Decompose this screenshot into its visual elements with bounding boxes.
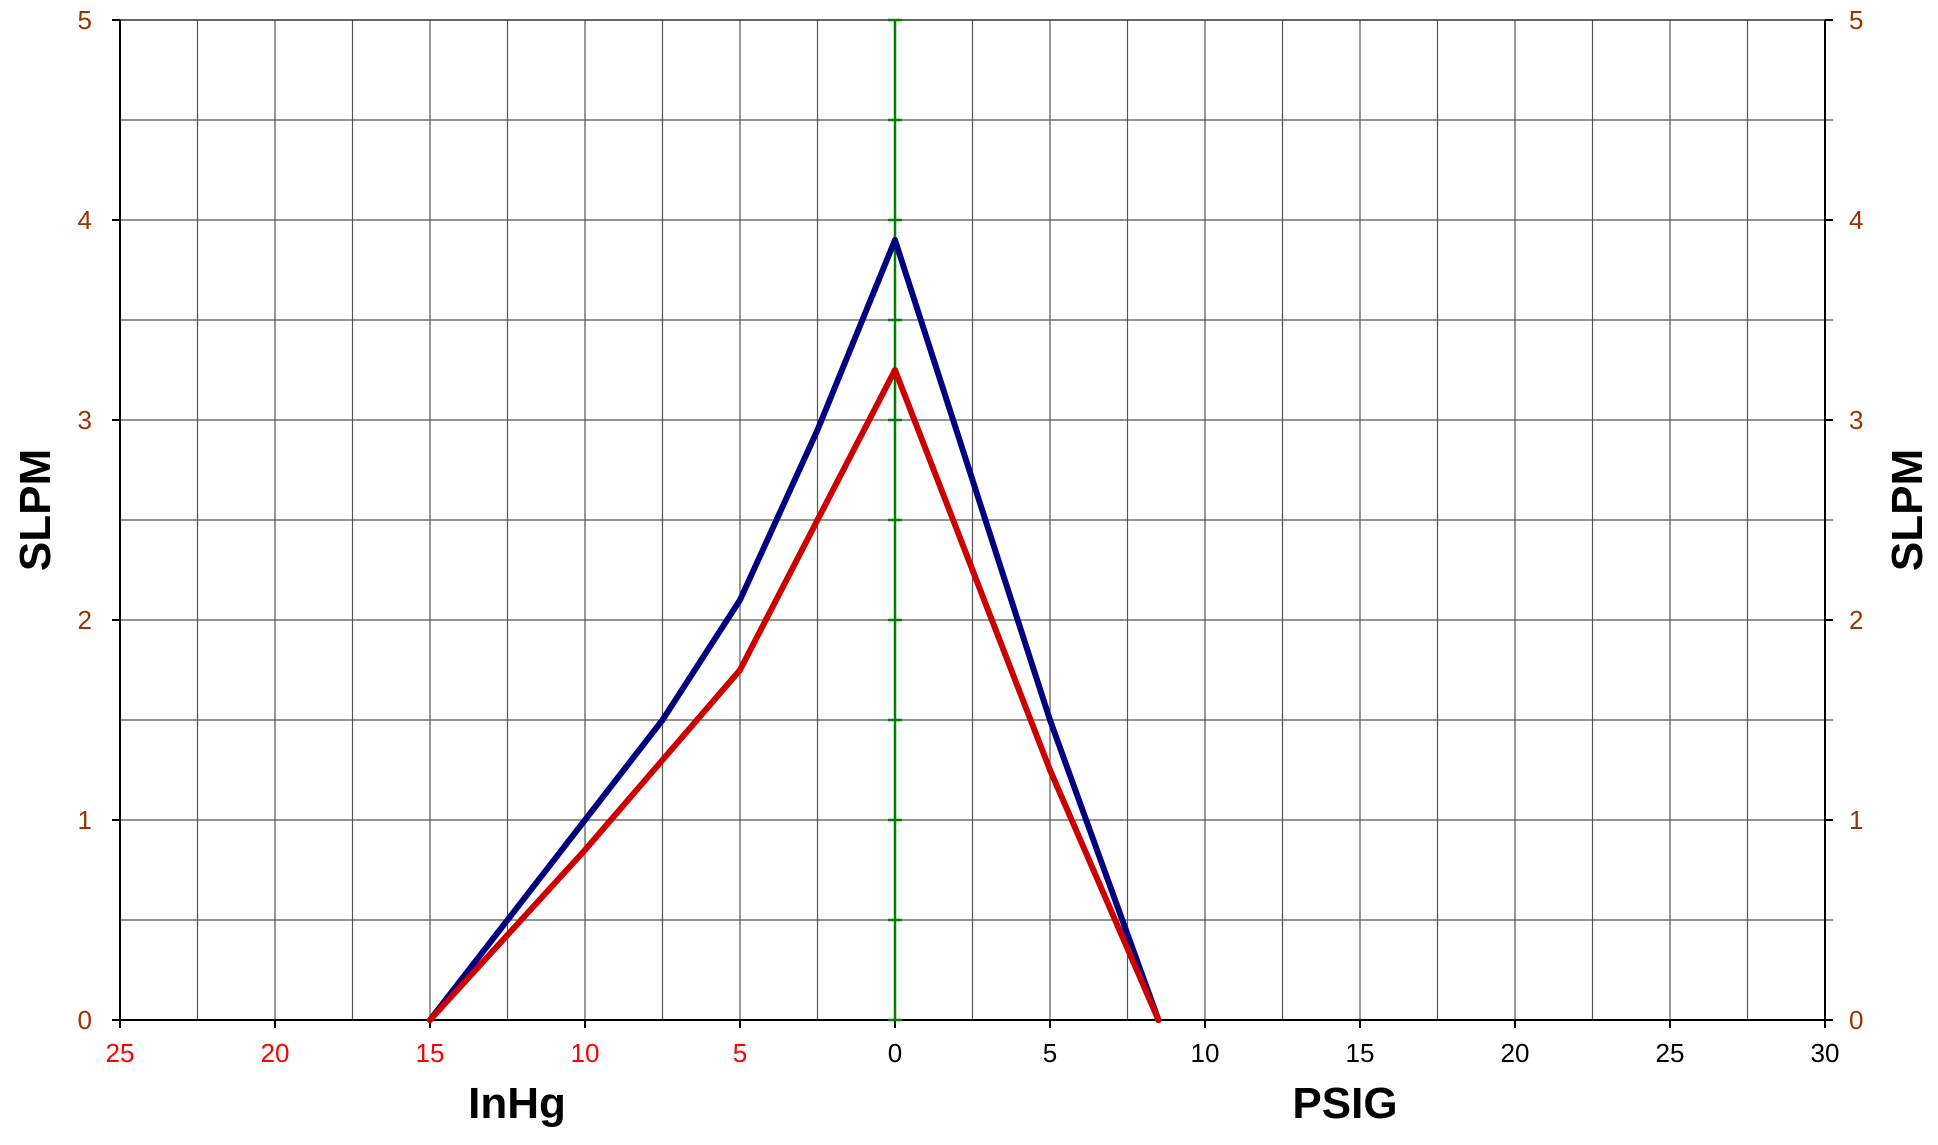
- series-2-point: [737, 667, 743, 673]
- series-2-point: [814, 517, 821, 523]
- series-line-1: [427, 237, 1162, 1023]
- y-tick-label-right: 2: [1849, 605, 1863, 635]
- series-2-point: [1047, 767, 1053, 773]
- series-1-point: [1047, 717, 1053, 723]
- series-2-point: [969, 567, 976, 573]
- x-tick-label: 10: [1191, 1038, 1220, 1068]
- series-1-point: [737, 597, 743, 603]
- y-tick-label-left: 0: [78, 1005, 92, 1035]
- x-axis-title-left: InHg: [468, 1079, 566, 1128]
- x-axis-title-right: PSIG: [1292, 1079, 1397, 1128]
- plot-frame: [112, 18, 1833, 1028]
- x-tick-label: 5: [733, 1038, 747, 1068]
- y-tick-label-right: 5: [1849, 5, 1863, 35]
- y-tick-label-right: 1: [1849, 805, 1863, 835]
- y-tick-label-left: 2: [78, 605, 92, 635]
- y-tick-label-right: 0: [1849, 1005, 1863, 1035]
- y-axis-title-right: SLPM: [1883, 449, 1932, 571]
- series-2-point: [892, 367, 898, 373]
- series-1-point: [504, 917, 511, 923]
- y-tick-label-left: 4: [78, 205, 92, 235]
- x-tick-label: 20: [261, 1038, 290, 1068]
- x-tick-label: 15: [416, 1038, 445, 1068]
- x-tick-label: 25: [1656, 1038, 1685, 1068]
- series-1-point: [814, 427, 821, 433]
- x-tick-label: 10: [571, 1038, 600, 1068]
- x-tick-label: 20: [1501, 1038, 1530, 1068]
- series-2-point: [1155, 1017, 1162, 1023]
- series-1-point: [969, 477, 976, 483]
- y-tick-label-right: 3: [1849, 405, 1863, 435]
- tick-labels: 25 20 15 10 5 0 5 10 15 20 25 30 0 0 1 1 2 2 3 3 4 4 5 5: [78, 5, 1864, 1068]
- series-1-point: [582, 817, 588, 823]
- grid-layer: [120, 20, 1833, 1020]
- y-tick-label-right: 4: [1849, 205, 1863, 235]
- series-2-point: [582, 847, 588, 853]
- x-tick-label: 30: [1811, 1038, 1840, 1068]
- x-tick-label: 0: [888, 1038, 902, 1068]
- x-tick-label: 15: [1346, 1038, 1375, 1068]
- y-tick-label-left: 5: [78, 5, 92, 35]
- x-tick-label: 5: [1043, 1038, 1057, 1068]
- series-line-2: [427, 367, 1162, 1023]
- series-layer: [427, 237, 1162, 1023]
- series-1-point: [659, 717, 666, 723]
- series-2-point: [427, 1017, 433, 1023]
- y-tick-label-left: 3: [78, 405, 92, 435]
- series-1-point: [892, 237, 898, 243]
- y-tick-label-left: 1: [78, 805, 92, 835]
- x-tick-label: 25: [106, 1038, 135, 1068]
- y-axis-title-left: SLPM: [11, 449, 60, 571]
